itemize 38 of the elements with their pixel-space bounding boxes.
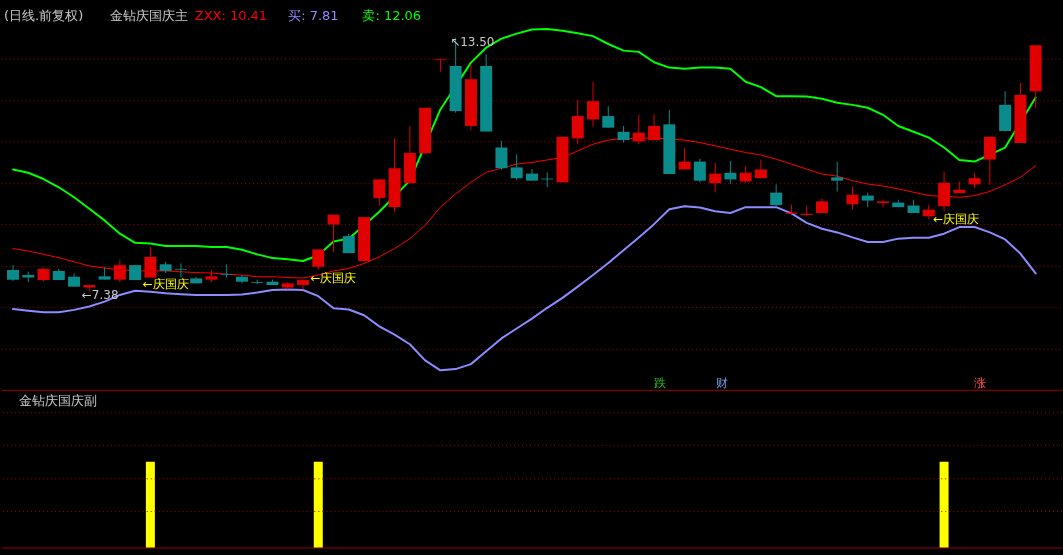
- candlestick: [495, 140, 508, 171]
- candlestick: [510, 153, 523, 181]
- candlestick: [983, 136, 996, 186]
- candlestick: [877, 199, 889, 208]
- candlestick: [220, 263, 233, 279]
- annotation: 涨: [974, 375, 987, 390]
- text: 买: 7.81: [288, 8, 339, 24]
- annotation: ←庆国庆: [933, 212, 980, 227]
- candlestick: [312, 248, 325, 271]
- annotation: ←庆国庆: [310, 270, 357, 285]
- candlestick: [846, 185, 859, 211]
- candlestick: [693, 158, 706, 183]
- candlestick: [571, 99, 584, 145]
- candlestick: [587, 81, 599, 128]
- text: 卖: 12.06: [362, 8, 422, 24]
- text: ZXX: 10.41: [194, 8, 268, 24]
- candlestick: [434, 58, 447, 73]
- candlestick: [632, 114, 645, 145]
- chart-title: 金钻庆国庆副: [18, 392, 97, 408]
- annotation: ←庆国庆: [142, 276, 189, 291]
- text: (日线.前复权): [3, 8, 84, 24]
- annotation: ←7.38: [81, 287, 119, 302]
- text: 金钻庆国庆主: [109, 8, 188, 24]
- candlestick: [724, 160, 737, 185]
- annotation: 跌: [653, 375, 666, 390]
- candlestick: [297, 279, 309, 291]
- candlestick: [602, 105, 615, 129]
- candlestick: [144, 246, 157, 279]
- candlestick: [938, 171, 951, 212]
- candlestick: [709, 162, 722, 193]
- annotation: 财: [715, 375, 728, 390]
- candlestick: [327, 214, 340, 253]
- candlestick: [831, 161, 844, 192]
- candlestick: [113, 259, 126, 283]
- candlestick: [373, 178, 386, 207]
- candlestick: [648, 113, 661, 141]
- candlestick: [770, 183, 783, 208]
- candlestick: [174, 262, 187, 279]
